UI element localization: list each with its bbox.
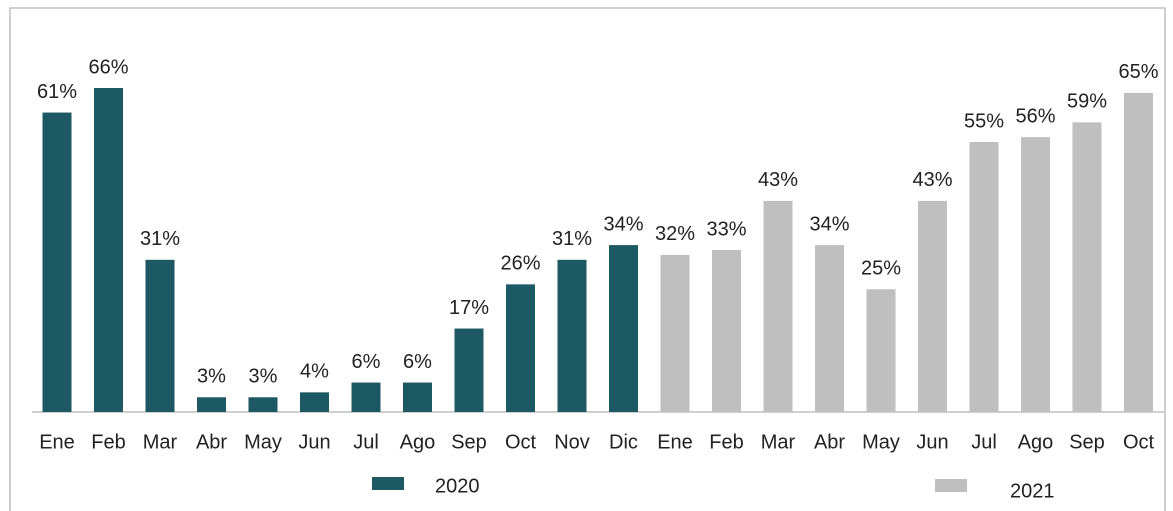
x-tick-label: Ago (1018, 431, 1054, 453)
data-label: 61% (37, 81, 77, 103)
bar (609, 245, 638, 412)
data-label: 59% (1067, 91, 1107, 113)
bar (712, 250, 741, 412)
x-tick-label: Oct (505, 431, 537, 453)
bar (918, 200, 947, 412)
legend-swatch (372, 477, 404, 490)
x-tick-label: Feb (709, 431, 743, 453)
bar (248, 397, 278, 412)
data-label: 6% (403, 351, 432, 373)
bar (660, 254, 690, 412)
bar (1021, 137, 1050, 412)
x-tick-label: Jul (971, 431, 997, 453)
data-label: 34% (809, 213, 849, 235)
bar (1124, 92, 1153, 412)
data-label: 33% (706, 218, 746, 240)
chart-frame (9, 7, 1166, 511)
data-label: 25% (861, 258, 901, 280)
data-label: 32% (655, 223, 695, 245)
x-tick-label: Abr (814, 431, 845, 453)
data-label: 34% (603, 213, 643, 235)
x-tick-label: Abr (196, 431, 227, 453)
bar (94, 88, 123, 412)
x-tick-label: Mar (761, 431, 796, 453)
data-label: 3% (197, 366, 226, 388)
data-label: 43% (758, 169, 798, 191)
bar (351, 382, 381, 412)
x-tick-label: Mar (143, 431, 178, 453)
data-label: 6% (352, 351, 381, 373)
bar (557, 259, 587, 412)
x-tick-label: Jul (353, 431, 379, 453)
x-tick-label: Ene (39, 431, 75, 453)
x-tick-label: Jun (298, 431, 330, 453)
bar (300, 392, 329, 412)
data-label: 65% (1118, 61, 1158, 83)
data-label: 55% (964, 110, 1004, 132)
legend-swatch (935, 479, 967, 492)
x-tick-label: Dic (609, 431, 638, 453)
bar (969, 142, 999, 412)
x-tick-label: Sep (1069, 431, 1105, 453)
x-tick-label: Oct (1123, 431, 1155, 453)
x-tick-label: May (862, 431, 900, 453)
x-tick-label: May (244, 431, 282, 453)
bar (506, 284, 535, 412)
data-label: 56% (1015, 105, 1055, 127)
data-label: 31% (140, 228, 180, 250)
data-label: 31% (552, 228, 592, 250)
x-tick-label: Ago (400, 431, 436, 453)
data-label: 66% (88, 56, 128, 78)
x-tick-label: Jun (916, 431, 948, 453)
data-label: 4% (300, 361, 329, 383)
bar (866, 289, 896, 412)
legend-label: 2020 (435, 475, 480, 497)
data-label: 43% (912, 169, 952, 191)
bar (763, 200, 793, 412)
data-label: 17% (449, 297, 489, 319)
data-label: 3% (249, 366, 278, 388)
bar (145, 259, 175, 412)
bar (197, 397, 226, 412)
legend-label: 2021 (1010, 480, 1055, 502)
bar (454, 328, 484, 412)
bar (1072, 122, 1102, 412)
x-tick-label: Nov (554, 431, 590, 453)
x-tick-label: Feb (91, 431, 125, 453)
x-tick-label: Ene (657, 431, 693, 453)
bar (815, 245, 844, 412)
bar (42, 112, 72, 412)
x-tick-label: Sep (451, 431, 487, 453)
data-label: 26% (500, 253, 540, 275)
bar (403, 382, 432, 412)
